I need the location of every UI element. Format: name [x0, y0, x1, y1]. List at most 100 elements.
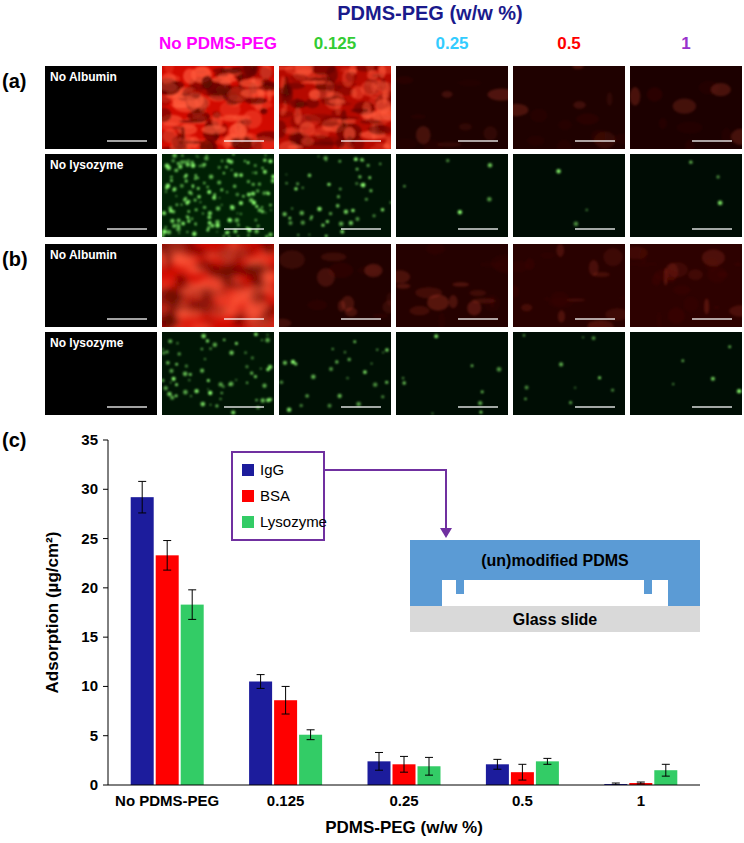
texture-dot: [574, 222, 579, 227]
x-tick-label: 0.25: [389, 792, 418, 809]
texture-dot: [291, 360, 295, 364]
texture-blob: [351, 88, 357, 98]
texture-dot: [210, 404, 212, 406]
scale-bar: [341, 140, 381, 142]
texture-blob: [271, 317, 274, 327]
texture-dot: [228, 384, 230, 386]
texture-dot: [344, 351, 346, 353]
texture-blob: [229, 123, 247, 139]
y-tick-label: 35: [81, 431, 98, 448]
texture-dot: [177, 162, 180, 165]
texture-dot: [208, 221, 212, 225]
texture-dot: [195, 174, 198, 177]
texture-blob: [202, 305, 227, 316]
error-cap: [493, 759, 501, 760]
texture-blob: [283, 83, 305, 90]
texture-dot: [180, 204, 182, 206]
texture-dot: [255, 205, 258, 208]
texture-blob: [205, 252, 219, 260]
texture-dot: [204, 156, 208, 160]
texture-dot: [361, 158, 365, 162]
texture-dot: [247, 161, 250, 164]
texture-dot: [266, 368, 269, 371]
texture-dot: [170, 396, 174, 400]
texture-dot: [187, 200, 191, 204]
texture-blob: [162, 278, 175, 285]
x-tick-label: 0.125: [267, 792, 305, 809]
texture-dot: [249, 198, 254, 203]
texture-dot: [711, 377, 715, 381]
scale-bar: [458, 318, 498, 320]
texture-blob: [396, 138, 417, 149]
texture-dot: [488, 163, 492, 167]
texture-dot: [718, 201, 723, 206]
texture-dot: [349, 221, 353, 225]
texture-blob: [338, 300, 346, 312]
texture-dot: [402, 377, 404, 379]
texture-blob: [416, 126, 431, 144]
texture-dot: [231, 169, 233, 171]
y-tick: [103, 637, 108, 638]
texture-dot: [165, 186, 168, 189]
texture-dot: [217, 180, 221, 184]
texture-blob: [182, 136, 194, 146]
bar: [536, 761, 559, 785]
texture-dot: [180, 160, 184, 164]
texture-dot: [351, 209, 354, 212]
texture-blob: [587, 320, 613, 327]
texture-dot: [265, 235, 268, 237]
x-axis-title: PDMS-PEG (w/w %): [325, 818, 483, 837]
micrograph-bg: [162, 244, 274, 327]
texture: [162, 244, 274, 327]
texture-dot: [165, 350, 169, 354]
texture-dot: [203, 182, 205, 184]
texture-blob: [206, 283, 233, 300]
texture-dot: [234, 173, 238, 177]
texture-dot: [206, 186, 208, 188]
error-cap: [518, 764, 526, 765]
micrograph-fill: [396, 154, 508, 237]
texture-blob: [194, 96, 210, 109]
texture-dot: [170, 219, 174, 223]
texture-blob: [163, 288, 173, 298]
annotation: Glass slide: [513, 611, 598, 628]
texture-blob: [229, 296, 240, 308]
texture-blob: [550, 291, 568, 306]
texture-blob: [717, 272, 727, 277]
micrograph: [396, 332, 508, 415]
texture-dot: [215, 405, 218, 408]
error-bar: [375, 752, 383, 770]
y-tick: [103, 785, 108, 786]
texture-dot: [183, 198, 187, 202]
micrograph: [513, 244, 625, 327]
y-axis: [108, 440, 109, 785]
texture-dot: [257, 225, 260, 228]
scale-bar: [341, 406, 381, 408]
texture-blob: [279, 250, 305, 269]
texture-blob: [261, 79, 271, 87]
error-stem: [429, 757, 430, 775]
texture-dot: [339, 188, 341, 190]
texture-blob: [177, 309, 202, 319]
texture-dot: [162, 229, 167, 234]
micrograph-bg: [45, 66, 157, 149]
texture-dot: [173, 187, 177, 191]
texture-dot: [265, 154, 267, 156]
legend-swatch: [242, 490, 254, 502]
scale-bar: [224, 406, 264, 408]
texture-dot: [209, 348, 211, 350]
texture-dot: [188, 190, 192, 194]
error-cap: [493, 769, 501, 770]
texture-dot: [177, 342, 179, 344]
column-label: 0.25: [435, 34, 468, 53]
texture-dot: [186, 215, 189, 218]
texture-dot: [221, 392, 223, 394]
error-bar: [257, 675, 265, 689]
texture-dot: [197, 187, 200, 190]
texture: [556, 169, 588, 226]
texture-dot: [247, 180, 250, 183]
texture-blob: [378, 66, 386, 78]
texture-dot: [168, 206, 172, 210]
texture-dot: [172, 224, 176, 228]
texture-blob: [191, 291, 195, 303]
